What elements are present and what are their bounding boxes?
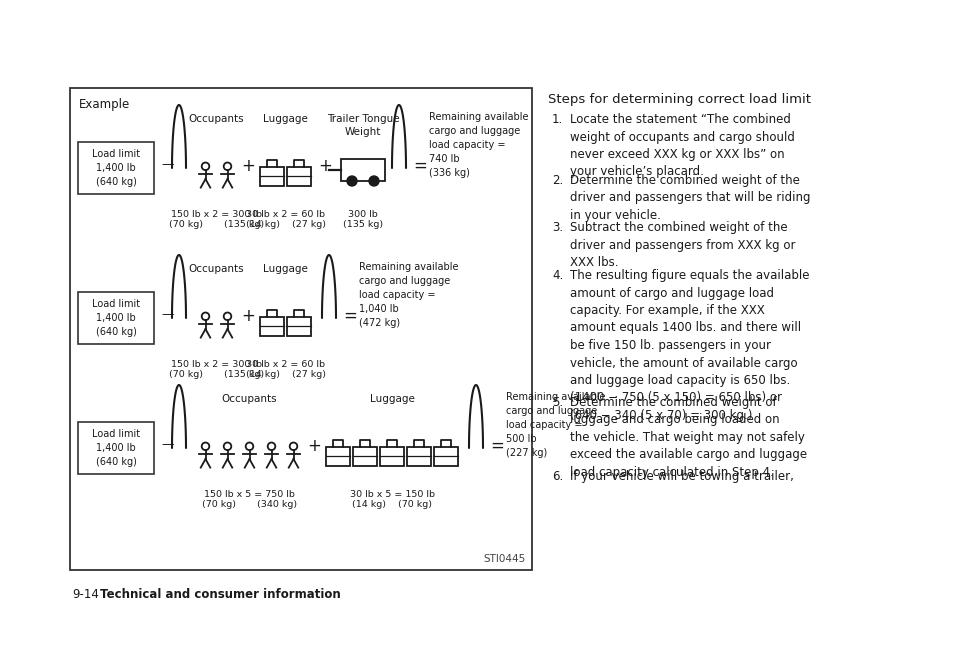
Text: Steps for determining correct load limit: Steps for determining correct load limit (548, 93, 811, 106)
Text: =: = (490, 437, 504, 455)
Text: 150 lb x 2 = 300 lb: 150 lb x 2 = 300 lb (171, 360, 262, 369)
Text: 9-14: 9-14 (72, 588, 99, 601)
Text: —: — (161, 159, 174, 171)
Bar (434, 446, 458, 465)
Text: (14 kg)    (70 kg): (14 kg) (70 kg) (352, 500, 432, 509)
Text: Determine the combined weight of the
driver and passengers that will be riding
i: Determine the combined weight of the dri… (570, 174, 810, 222)
Text: Example: Example (79, 98, 131, 111)
Bar (341, 159, 385, 181)
Text: (135 kg): (135 kg) (343, 220, 383, 229)
Text: Remaining available
cargo and luggage
load capacity =
740 lb
(336 kg): Remaining available cargo and luggage lo… (429, 112, 529, 178)
Text: 30 lb x 2 = 60 lb: 30 lb x 2 = 60 lb (246, 360, 325, 369)
Text: 5.: 5. (552, 396, 564, 409)
Bar (353, 446, 377, 465)
Bar (70, 88, 532, 570)
Text: Occupants: Occupants (189, 114, 244, 124)
Text: (70 kg)       (135 kg): (70 kg) (135 kg) (169, 220, 264, 229)
Text: (14 kg)    (27 kg): (14 kg) (27 kg) (246, 220, 325, 229)
Text: Occupants: Occupants (222, 394, 277, 404)
Text: (14 kg)    (27 kg): (14 kg) (27 kg) (246, 370, 325, 379)
Text: Remaining available
cargo and luggage
load capacity =
1,040 lb
(472 kg): Remaining available cargo and luggage lo… (359, 262, 459, 328)
Circle shape (347, 176, 357, 186)
Text: Determine the combined weight of
luggage and cargo being loaded on
the vehicle. : Determine the combined weight of luggage… (570, 396, 807, 479)
Text: Load limit
1,400 lb
(640 kg): Load limit 1,400 lb (640 kg) (92, 429, 140, 467)
Text: —: — (161, 309, 174, 321)
Text: (70 kg)       (340 kg): (70 kg) (340 kg) (202, 500, 297, 509)
Text: 30 lb x 2 = 60 lb: 30 lb x 2 = 60 lb (246, 210, 325, 219)
Text: Load limit
1,400 lb
(640 kg): Load limit 1,400 lb (640 kg) (92, 149, 140, 187)
Bar (287, 167, 311, 185)
Text: +: + (241, 157, 255, 175)
Bar (380, 446, 404, 465)
Circle shape (369, 176, 379, 186)
Bar (287, 317, 311, 335)
Text: 3.: 3. (552, 221, 564, 234)
Text: Technical and consumer information: Technical and consumer information (100, 588, 341, 601)
Text: Locate the statement “The combined
weight of occupants and cargo should
never ex: Locate the statement “The combined weigh… (570, 113, 795, 179)
Bar (78, 142, 154, 194)
Text: 6.: 6. (552, 470, 564, 483)
Text: 2.: 2. (552, 174, 564, 187)
Text: Trailer Tongue
Weight: Trailer Tongue Weight (326, 114, 399, 137)
Text: +: + (318, 157, 332, 175)
Text: Luggage: Luggage (263, 264, 308, 274)
Text: 300 lb: 300 lb (348, 210, 378, 219)
Text: Luggage: Luggage (263, 114, 308, 124)
Text: STI0445: STI0445 (484, 554, 526, 564)
Bar (78, 292, 154, 344)
Text: +: + (241, 307, 255, 325)
Bar (260, 317, 284, 335)
Text: Load limit
1,400 lb
(640 kg): Load limit 1,400 lb (640 kg) (92, 299, 140, 337)
Text: —: — (161, 438, 174, 452)
Bar (78, 422, 154, 474)
Text: 30 lb x 5 = 150 lb: 30 lb x 5 = 150 lb (349, 490, 435, 499)
Text: =: = (413, 157, 427, 175)
Text: Subtract the combined weight of the
driver and passengers from XXX kg or
XXX lbs: Subtract the combined weight of the driv… (570, 221, 796, 270)
Text: (70 kg)       (135 kg): (70 kg) (135 kg) (169, 370, 264, 379)
Bar (260, 167, 284, 185)
Text: +: + (307, 437, 321, 455)
Text: =: = (343, 307, 357, 325)
Text: 1.: 1. (552, 113, 564, 126)
Text: Remaining available
cargo and luggage
load capacity =
500 lb
(227 kg): Remaining available cargo and luggage lo… (506, 392, 606, 458)
Text: Occupants: Occupants (189, 264, 244, 274)
Text: Luggage: Luggage (370, 394, 415, 404)
Bar (407, 446, 431, 465)
Text: 150 lb x 5 = 750 lb: 150 lb x 5 = 750 lb (204, 490, 295, 499)
Text: If your vehicle will be towing a trailer,: If your vehicle will be towing a trailer… (570, 470, 794, 483)
Text: 150 lb x 2 = 300 lb: 150 lb x 2 = 300 lb (171, 210, 262, 219)
Text: 4.: 4. (552, 269, 564, 282)
Bar (326, 446, 350, 465)
Text: The resulting figure equals the available
amount of cargo and luggage load
capac: The resulting figure equals the availabl… (570, 269, 809, 422)
